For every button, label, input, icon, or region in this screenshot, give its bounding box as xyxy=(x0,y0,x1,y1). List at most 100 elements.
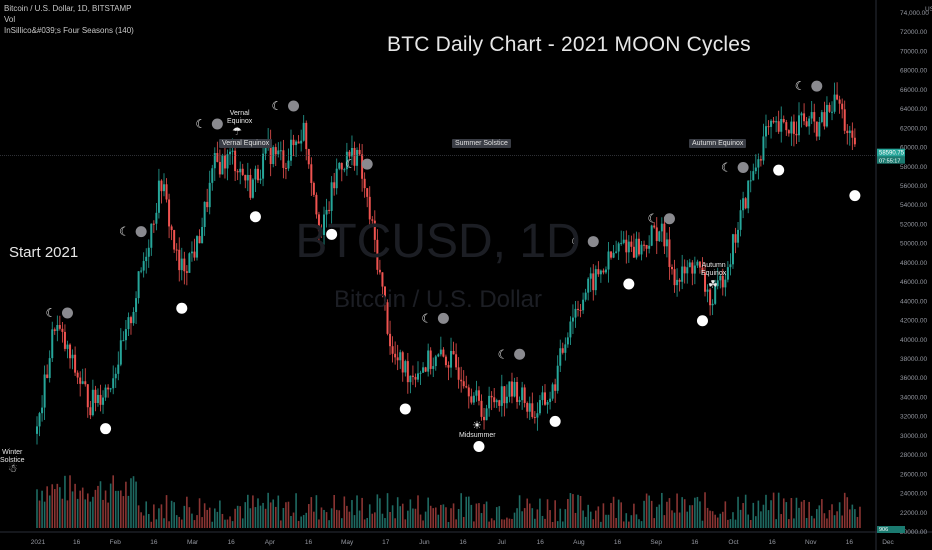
volume-bar xyxy=(688,505,691,528)
candle-body xyxy=(51,329,54,359)
candle-body xyxy=(335,168,338,189)
vol-label[interactable]: Vol xyxy=(4,15,16,24)
candle-body xyxy=(277,150,280,155)
candle-body xyxy=(490,395,493,398)
candle-body xyxy=(170,226,173,231)
volume-bar xyxy=(722,511,724,528)
volume-bar xyxy=(737,496,739,528)
volume-bar xyxy=(175,515,178,528)
candle-body xyxy=(401,352,404,373)
crescent-moon-icon: ☾ xyxy=(571,235,582,249)
candle-body xyxy=(295,141,298,146)
volume-bar xyxy=(305,512,308,528)
candle-body xyxy=(229,151,232,155)
chart-title: BTC Daily Chart - 2021 MOON Cycles xyxy=(387,33,751,56)
volume-bar xyxy=(622,521,625,528)
candle-body xyxy=(516,381,519,402)
volume-bar xyxy=(81,487,84,528)
volume-bar xyxy=(633,503,635,528)
volume-bar xyxy=(541,515,544,528)
volume-bar xyxy=(351,500,353,528)
volume-bar xyxy=(356,495,358,528)
price-tick-label: 40000.00 xyxy=(900,337,927,344)
candle-body xyxy=(234,150,237,172)
time-tick-label: Sep xyxy=(650,539,662,546)
volume-bar xyxy=(666,501,668,528)
candle-body xyxy=(825,104,828,127)
volume-bar xyxy=(244,502,247,528)
candle-body xyxy=(429,350,432,369)
candle-body xyxy=(424,367,427,372)
volume-bar xyxy=(523,508,526,528)
volume-bar xyxy=(473,521,475,528)
candle-body xyxy=(475,390,478,396)
candle-body xyxy=(592,273,595,291)
candle-body xyxy=(147,247,150,257)
candle-body xyxy=(665,239,668,247)
full-moon-icon xyxy=(473,441,485,453)
candle-body xyxy=(444,356,447,366)
volume-bar xyxy=(574,512,577,528)
volume-bar xyxy=(767,510,770,528)
candle-body xyxy=(218,161,221,175)
volume-bar xyxy=(234,508,236,528)
candle-body xyxy=(538,400,541,414)
candle-body xyxy=(810,112,813,119)
candle-body xyxy=(604,269,607,273)
candle-body xyxy=(442,349,445,357)
volume-bar xyxy=(287,501,290,528)
volume-bar xyxy=(803,500,805,528)
candle-body xyxy=(823,112,826,127)
candle-body xyxy=(704,272,707,292)
candle-body xyxy=(325,209,328,215)
volume-bar xyxy=(183,505,186,528)
candle-body xyxy=(625,239,628,253)
volume-bar xyxy=(485,501,488,528)
vernal-equinox-tag: Vernal Equinox xyxy=(219,139,273,148)
volume-bar xyxy=(168,521,170,528)
candle-body xyxy=(193,251,196,258)
candle-body xyxy=(698,261,701,268)
candle-body xyxy=(348,151,351,157)
volume-bar xyxy=(254,507,257,528)
volume-bar xyxy=(501,519,503,528)
volume-bar xyxy=(241,518,244,528)
volume-bar xyxy=(224,519,226,528)
volume-bar xyxy=(379,498,381,528)
volume-bar xyxy=(849,509,851,528)
candle-body xyxy=(102,397,105,405)
candle-body xyxy=(81,381,84,384)
volume-bar xyxy=(559,508,562,528)
volume-bar xyxy=(600,521,602,528)
currency-label: USD xyxy=(925,6,932,13)
candle-body xyxy=(251,179,254,198)
volume-bar xyxy=(313,511,315,528)
volume-bar xyxy=(788,519,790,528)
time-tick-label: 16 xyxy=(73,539,81,546)
candle-body xyxy=(676,279,679,286)
candle-body xyxy=(165,184,168,200)
volume-bar xyxy=(109,483,112,528)
volume-bar xyxy=(643,500,645,528)
candle-body xyxy=(323,214,326,236)
volume-bar xyxy=(445,507,447,528)
candle-body xyxy=(742,198,745,211)
candle-body xyxy=(226,154,229,169)
candle-body xyxy=(223,155,226,169)
indicator-line[interactable]: InSillico&#039;s Four Seasons (140) xyxy=(4,26,134,35)
symbol-line[interactable]: Bitcoin / U.S. Dollar, 1D, BITSTAMP xyxy=(4,4,132,13)
candle-body xyxy=(836,94,839,100)
candle-body xyxy=(201,227,204,244)
volume-bar xyxy=(480,513,483,528)
volume-bar xyxy=(673,512,676,528)
candle-body xyxy=(185,271,188,273)
price-tick-label: 72000.00 xyxy=(900,29,927,36)
candle-body xyxy=(607,251,610,270)
volume-bar xyxy=(417,495,419,528)
candle-body xyxy=(554,384,557,391)
volume-bar xyxy=(79,490,81,528)
current-price-label: 58590.75 xyxy=(879,151,905,157)
crescent-moon-icon: ☾ xyxy=(795,79,806,93)
volume-bar xyxy=(821,499,823,528)
